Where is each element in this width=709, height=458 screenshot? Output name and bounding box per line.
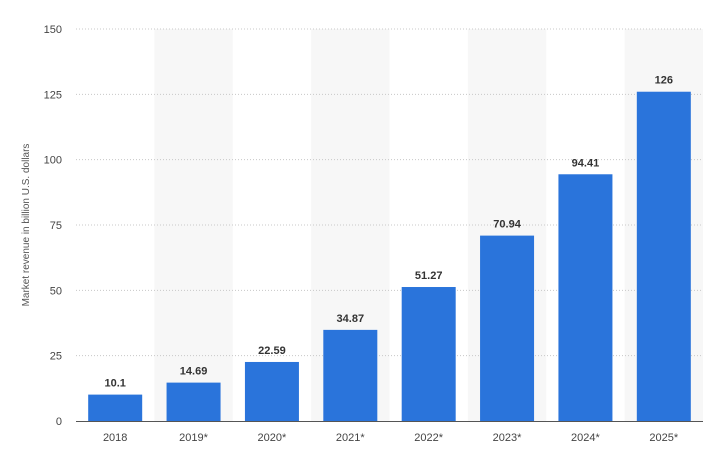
x-tick-label: 2020* — [258, 432, 287, 444]
data-label: 126 — [655, 75, 673, 87]
bar — [244, 361, 299, 421]
x-tick-label: 2021* — [336, 432, 365, 444]
x-tick-label: 2023* — [493, 432, 522, 444]
x-tick-label: 2025* — [649, 432, 678, 444]
x-axis-ticks: 2018 2019* 2020* 2021* 2022* 2023* 2024* 2025* — [103, 432, 679, 444]
data-labels: 10.1 14.69 22.59 34.87 51.27 70.94 94.41 126 — [104, 75, 673, 390]
x-tick-label: 2019* — [179, 432, 208, 444]
y-tick-label: 0 — [56, 416, 62, 428]
data-label: 10.1 — [104, 378, 125, 390]
y-tick-label: 75 — [50, 220, 62, 232]
bar — [323, 329, 378, 421]
data-label: 70.94 — [493, 219, 521, 231]
bar — [636, 91, 691, 421]
y-tick-label: 125 — [44, 89, 62, 101]
bar — [166, 382, 221, 421]
bars — [88, 91, 691, 421]
data-label: 22.59 — [258, 345, 286, 357]
y-tick-label: 50 — [50, 285, 62, 297]
data-label: 94.41 — [572, 157, 600, 169]
x-tick-label: 2018 — [103, 432, 127, 444]
y-tick-label: 100 — [44, 155, 62, 167]
x-tick-label: 2024* — [571, 432, 600, 444]
y-axis-ticks: 0 25 50 75 100 125 150 — [44, 24, 62, 428]
y-tick-label: 150 — [44, 24, 62, 36]
bar — [480, 235, 535, 421]
bar — [558, 174, 613, 421]
bar — [88, 394, 143, 421]
data-label: 14.69 — [180, 366, 208, 378]
y-axis-title: Market revenue in billion U.S. dollars — [21, 144, 32, 307]
bar — [401, 287, 456, 421]
data-label: 51.27 — [415, 270, 443, 282]
data-label: 34.87 — [337, 313, 365, 325]
y-tick-label: 25 — [50, 351, 62, 363]
x-tick-label: 2022* — [414, 432, 443, 444]
